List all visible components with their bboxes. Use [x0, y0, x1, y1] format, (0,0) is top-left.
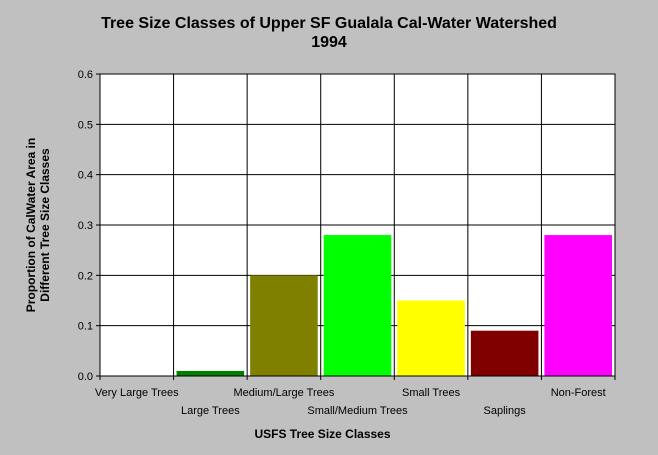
- x-tick-label: Very Large Trees: [95, 387, 179, 399]
- x-tick-label: Large Trees: [181, 405, 240, 417]
- y-tick-label: 0.0: [78, 371, 93, 383]
- x-tick-label: Medium/Large Trees: [233, 387, 334, 399]
- y-axis-label: Different Tree Size Classes: [38, 148, 52, 302]
- bar: [544, 235, 612, 376]
- y-tick-label: 0.5: [78, 119, 93, 131]
- x-tick-label: Small Trees: [402, 387, 461, 399]
- y-tick-label: 0.4: [78, 170, 93, 182]
- chart-subtitle: 1994: [311, 34, 347, 51]
- bar: [250, 275, 318, 376]
- chart-title-block: Tree Size Classes of Upper SF Gualala Ca…: [0, 14, 658, 52]
- y-tick-label: 0.3: [78, 220, 93, 232]
- y-tick-label: 0.6: [78, 69, 93, 81]
- y-tick-label: 0.1: [78, 321, 93, 333]
- y-tick-label: 0.2: [78, 270, 93, 282]
- x-axis-label: USFS Tree Size Classes: [254, 427, 390, 441]
- x-tick-label: Small/Medium Trees: [307, 405, 408, 417]
- chart-title: Tree Size Classes of Upper SF Gualala Ca…: [101, 15, 557, 32]
- bar: [176, 370, 245, 376]
- x-tick-label: Saplings: [484, 405, 527, 417]
- x-tick-label: Non-Forest: [551, 387, 606, 399]
- bar: [470, 330, 539, 376]
- bar: [323, 235, 392, 376]
- y-axis-label: Proportion of CalWater Area in: [24, 138, 38, 312]
- bar: [397, 300, 465, 376]
